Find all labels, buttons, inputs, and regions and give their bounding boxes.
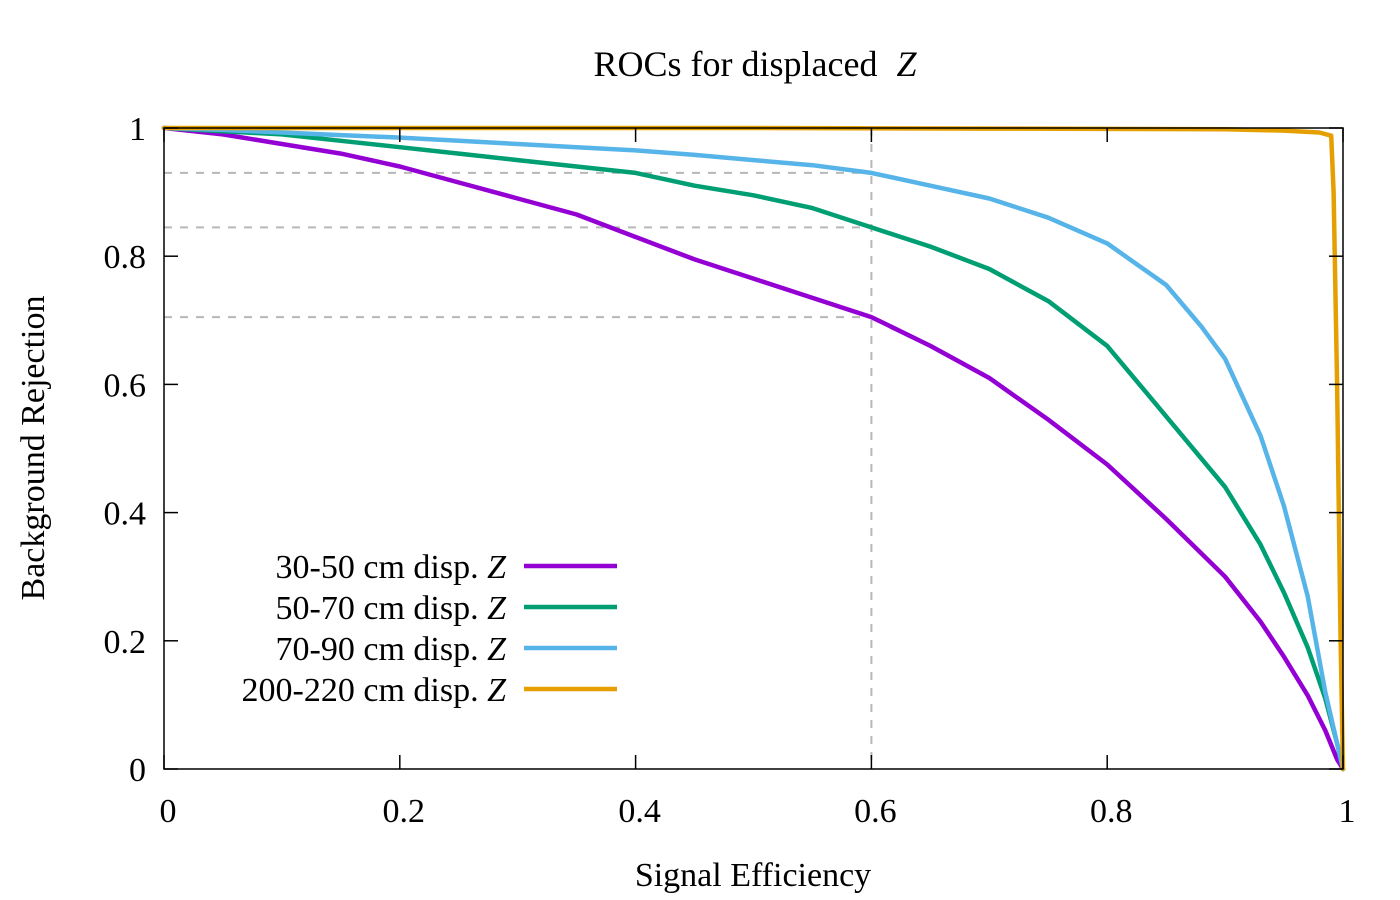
y-tick-label-2: 0.4 [104, 496, 147, 533]
legend-label-1: 30-50 cm disp. Z [276, 549, 508, 586]
legend-label-3: 70-90 cm disp. Z [276, 631, 508, 668]
series-line-2 [161, 125, 1346, 772]
y-tick-label-5: 1 [129, 111, 146, 148]
x-tick-label-4: 0.8 [1090, 793, 1133, 830]
legend-label-4: 200-220 cm disp. Z [242, 672, 508, 709]
plot-border [163, 127, 1344, 770]
y-tick-label-1: 0.2 [104, 624, 147, 661]
legend-label-2: 50-70 cm disp. Z [276, 590, 508, 627]
x-tick-label-1: 0.2 [383, 793, 426, 830]
y-tick-label-3: 0.6 [104, 367, 147, 404]
x-tick-label-5: 1 [1339, 793, 1356, 830]
x-tick-label-3: 0.6 [854, 793, 897, 830]
x-tick-label-2: 0.4 [618, 793, 661, 830]
y-axis-label: Background Rejection [15, 296, 52, 601]
chart-title-main: ROCs for displaced [594, 44, 878, 84]
y-tick-label-4: 0.8 [104, 239, 147, 276]
axis-ticks: 0 0.2 0.4 0.6 0.8 1 0 0.2 0.4 0.6 0.8 1 [104, 111, 1356, 830]
series-line-1 [161, 125, 1346, 772]
chart-title: ROCs for displaced Z [594, 44, 918, 84]
chart-title-var: Z [896, 44, 917, 84]
reference-lines [164, 128, 873, 769]
plot-frame [163, 127, 1344, 770]
x-tick-label-0: 0 [160, 793, 177, 830]
x-axis-label: Signal Efficiency [635, 857, 871, 894]
y-tick-label-0: 0 [129, 752, 146, 789]
legend: 30-50 cm disp. Z 50-70 cm disp. Z 70-90 cm… [242, 549, 617, 709]
